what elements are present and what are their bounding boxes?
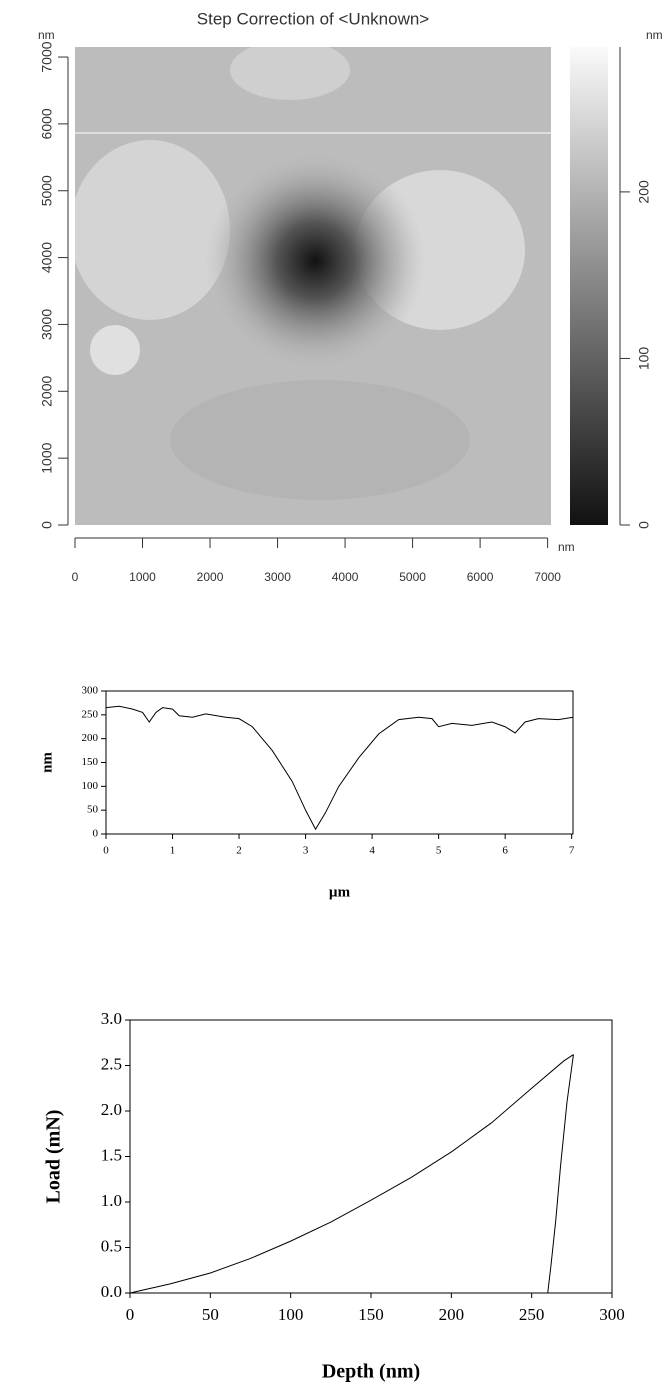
y-axis-label: nm [39,752,55,773]
data-line [547,1054,574,1294]
x-tick-label: 200 [439,1305,465,1324]
x-tick-label: 3 [303,845,309,857]
x-tick-label: 6000 [467,570,494,584]
y-tick-label: 4000 [39,242,55,273]
y-tick-label: 0 [39,521,55,529]
x-tick-label: 3000 [264,570,291,584]
x-axis-label: Depth (nm) [322,1361,420,1383]
y-tick-label: 0.0 [101,1282,122,1301]
y-tick-label: 150 [82,756,99,768]
x-tick-label: 4000 [332,570,359,584]
y-tick-label: 250 [82,708,99,720]
colorbar [570,47,608,525]
y-tick-label: 5000 [39,175,55,206]
y-axis-label: Load (mN) [43,1110,65,1204]
chart-title: Step Correction of <Unknown> [197,9,430,28]
x-tick-label: 300 [599,1305,625,1324]
y-tick-label: 0.5 [101,1236,122,1255]
colorbar-tick-label: 100 [636,347,652,371]
y-tick-label: 6000 [39,108,55,139]
y-tick-label: 2000 [39,376,55,407]
y-tick-label: 7000 [39,41,55,72]
x-tick-label: 5 [436,845,442,857]
x-tick-label: 7000 [534,570,561,584]
x-unit: nm [558,540,575,554]
x-tick-label: 6 [502,845,508,857]
y-tick-label: 3.0 [101,1009,122,1028]
x-tick-label: 0 [126,1305,135,1324]
colorbar-tick-label: 200 [636,180,652,204]
x-tick-label: 250 [519,1305,545,1324]
y-tick-label: 3000 [39,309,55,340]
y-tick-label: 1.5 [101,1145,122,1164]
x-tick-label: 5000 [399,570,426,584]
colorbar-tick-label: 0 [636,521,652,529]
x-tick-label: 0 [72,570,79,584]
y-unit: nm [38,28,55,42]
x-tick-label: 100 [278,1305,304,1324]
y-tick-label: 0 [93,828,99,840]
y-tick-label: 1000 [39,442,55,473]
x-tick-label: 50 [202,1305,219,1324]
x-tick-label: 7 [569,845,575,857]
y-tick-label: 50 [87,804,99,816]
y-tick-label: 2.0 [101,1100,122,1119]
colorbar-unit: nm [646,28,663,42]
x-tick-label: 150 [358,1305,384,1324]
afm-image [75,47,551,525]
x-tick-label: 2000 [197,570,224,584]
y-tick-label: 200 [82,732,99,744]
data-line [129,1054,574,1294]
y-tick-label: 100 [82,780,99,792]
x-axis-label: µm [329,884,351,900]
data-line [105,705,574,831]
x-tick-label: 2 [236,845,242,857]
x-tick-label: 1000 [129,570,156,584]
x-tick-label: 4 [369,845,375,857]
plot-frame [129,1019,613,1294]
x-tick-label: 1 [170,845,176,857]
y-tick-label: 2.5 [101,1054,122,1073]
x-tick-label: 0 [103,845,109,857]
y-tick-label: 300 [82,685,99,697]
y-tick-label: 1.0 [101,1191,122,1210]
